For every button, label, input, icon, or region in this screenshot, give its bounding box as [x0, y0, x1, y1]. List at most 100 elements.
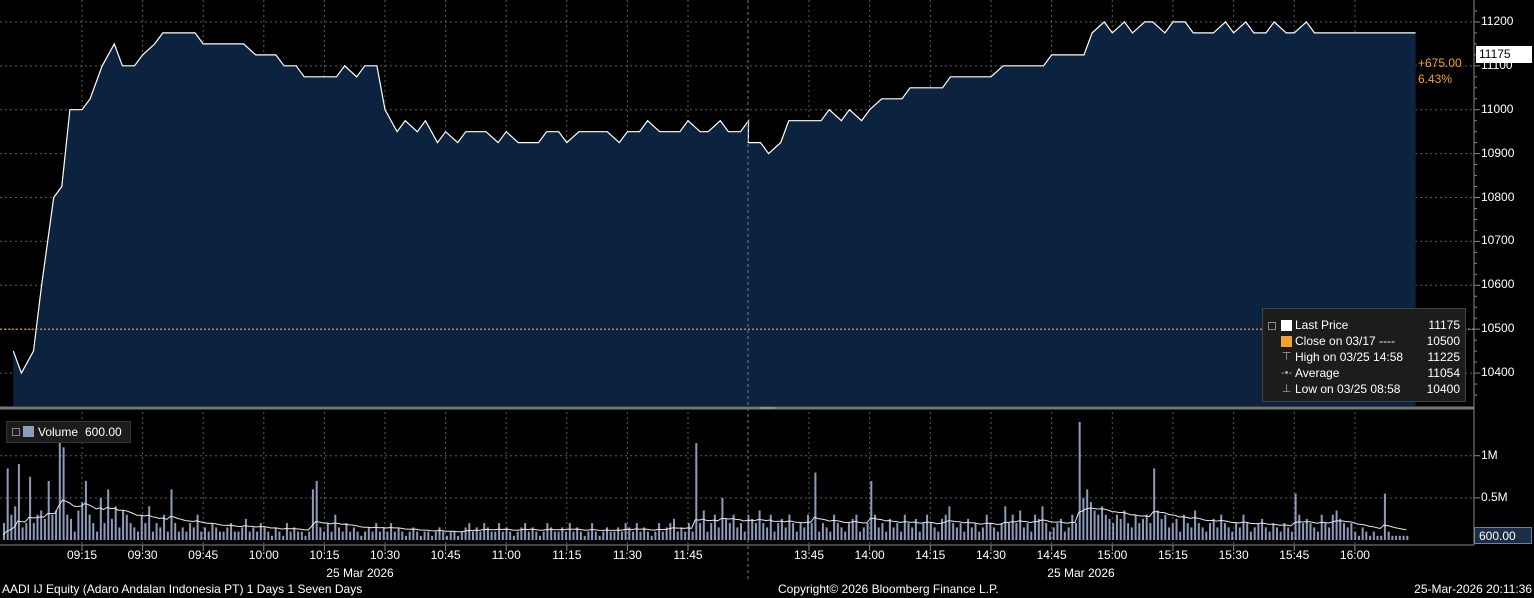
volume-bar — [144, 523, 147, 540]
volume-bar — [189, 523, 192, 540]
volume-bar — [1119, 518, 1122, 540]
volume-bar — [1276, 527, 1278, 540]
volume-bar — [1063, 531, 1066, 540]
legend-row-low[interactable]: ⊥ Low on 03/25 08:58 10400 — [1263, 381, 1467, 397]
volume-bar — [1220, 514, 1223, 540]
volume-bar — [356, 531, 359, 540]
legend-label: Close on 03/17 ---- — [1295, 334, 1396, 348]
volume-bar — [416, 531, 419, 540]
low-marker-icon: ⊥ — [1281, 383, 1292, 395]
volume-bar — [632, 531, 635, 540]
volume-bar — [840, 527, 843, 540]
volume-bar — [427, 531, 430, 540]
volume-bar — [684, 531, 687, 540]
volume-bar — [643, 527, 646, 540]
volume-bar — [665, 527, 668, 540]
volume-bar — [710, 523, 713, 540]
volume-bar — [282, 535, 285, 540]
volume-bar — [230, 523, 233, 540]
volume-bar — [1309, 523, 1312, 540]
volume-bar — [1223, 523, 1226, 540]
volume-bar — [933, 527, 936, 540]
volume-bar — [1264, 527, 1267, 540]
volume-bar — [650, 535, 653, 540]
volume-bar — [702, 510, 705, 540]
price-legend[interactable]: Last Price 11175 Close on 03/17 ---- 105… — [1262, 308, 1466, 402]
volume-bar — [1320, 514, 1323, 540]
volume-tag: 600.00 — [1474, 527, 1532, 544]
volume-bar — [896, 523, 899, 540]
volume-bar — [1302, 523, 1305, 540]
volume-bar — [1056, 523, 1059, 540]
volume-bar — [81, 502, 84, 540]
volume-bar — [754, 523, 757, 540]
time-axis-label: 11:00 — [491, 548, 521, 562]
volume-bars — [3, 422, 1409, 540]
legend-row-close[interactable]: Close on 03/17 ---- 10500 — [1263, 333, 1467, 349]
time-axis-label: 13:45 — [793, 548, 825, 562]
volume-bar — [21, 527, 24, 540]
volume-bar — [803, 527, 806, 540]
volume-bar — [40, 510, 43, 540]
volume-bar — [1175, 518, 1178, 540]
volume-bar — [851, 518, 854, 540]
volume-bar — [725, 518, 728, 540]
time-axis-label: 10:30 — [369, 548, 401, 562]
time-axis-label: 14:45 — [1036, 548, 1067, 562]
volume-bar — [408, 531, 411, 540]
security-description: AADI IJ Equity (Adaro Andalan Indonesia … — [2, 582, 363, 596]
volume-bar — [341, 531, 344, 540]
legend-expand-icon[interactable] — [12, 428, 20, 436]
volume-bar — [617, 527, 620, 540]
legend-value: 11175 — [1428, 318, 1460, 332]
volume-bar — [352, 527, 355, 540]
volume-bar — [155, 523, 158, 540]
volume-bar — [810, 523, 813, 540]
volume-bar — [706, 531, 709, 540]
volume-bar — [472, 531, 474, 540]
legend-expand-icon[interactable] — [1268, 322, 1276, 330]
volume-bar — [319, 527, 322, 540]
volume-axis-label: 0.5M — [1481, 489, 1508, 504]
time-axis-label: 14:00 — [854, 548, 885, 562]
volume-bar — [1127, 523, 1130, 540]
volume-bar — [14, 506, 17, 540]
volume-bar — [453, 531, 456, 540]
volume-bar — [423, 531, 426, 540]
volume-bar — [1339, 518, 1342, 540]
volume-bar — [110, 518, 113, 540]
volume-bar — [818, 531, 821, 540]
volume-bar — [795, 531, 798, 540]
volume-bar — [285, 523, 288, 540]
volume-bar — [1391, 535, 1394, 540]
volume-bar — [717, 527, 720, 540]
volume-bar — [1298, 514, 1301, 540]
legend-value: 10500 — [1426, 334, 1460, 348]
volume-legend-value: 600.00 — [85, 425, 122, 439]
volume-bar — [1101, 506, 1104, 540]
volume-bar — [646, 531, 649, 540]
volume-bar — [531, 527, 534, 540]
volume-bar — [911, 527, 914, 540]
legend-row-average[interactable]: -•- Average 11054 — [1263, 365, 1467, 381]
legend-row-last-price[interactable]: Last Price 11175 — [1263, 317, 1467, 333]
volume-bar — [17, 464, 20, 540]
volume-bar — [1030, 531, 1033, 540]
volume-bar — [1350, 523, 1353, 540]
time-axis-label: 09:45 — [188, 548, 219, 562]
legend-row-high[interactable]: ⊤ High on 03/25 14:58 11225 — [1263, 349, 1467, 365]
volume-bar — [1041, 506, 1044, 540]
volume-bar — [635, 523, 638, 540]
volume-legend[interactable]: Volume 600.00 — [6, 421, 131, 443]
volume-bar — [1142, 518, 1144, 540]
volume-bar — [553, 531, 556, 540]
volume-bar — [475, 527, 478, 540]
volume-bar — [583, 535, 586, 540]
volume-bar — [1383, 493, 1386, 540]
volume-bar — [691, 531, 694, 540]
price-axis-label: 10800 — [1481, 189, 1515, 204]
volume-bar — [334, 514, 337, 540]
last-price-tag: 11175 — [1476, 46, 1532, 63]
volume-bar — [1201, 527, 1204, 540]
volume-bar — [609, 531, 612, 540]
